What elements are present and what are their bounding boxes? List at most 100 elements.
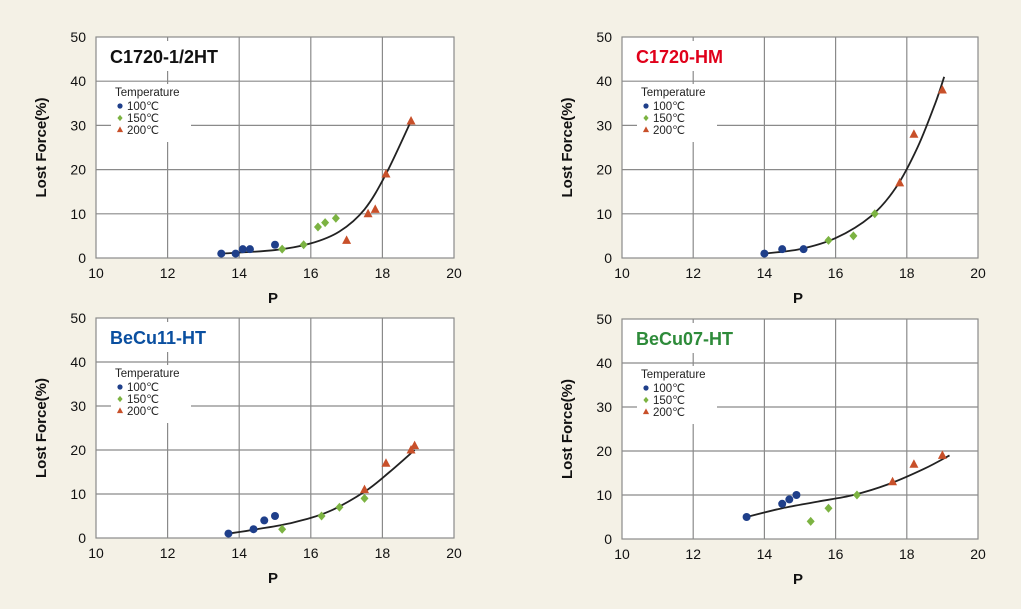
y-tick-label: 10 [70,206,86,222]
data-point-circle [799,245,808,254]
legend-marker-diamond [643,114,649,122]
y-tick-label: 30 [70,117,86,133]
data-point-triangle [381,458,391,467]
data-point-circle [217,249,226,258]
data-point-triangle [410,440,420,450]
legend-marker-circle [117,384,123,390]
y-tick-label: 20 [70,162,86,178]
x-tick-label: 18 [899,265,915,281]
data-point-circle [778,245,787,254]
x-tick-label: 18 [375,265,391,281]
y-tick-label: 50 [596,29,612,45]
data-point-triangle [406,445,416,454]
legend-marker-diamond [117,395,123,403]
legend-label: 150℃ [653,113,685,125]
x-tick-label: 14 [231,265,247,281]
data-point-diamond [317,511,326,521]
legend-background [637,366,717,424]
legend-title: Temperature [115,87,180,99]
legend-marker-diamond [117,114,123,122]
data-point-diamond [806,516,815,526]
data-point-triangle [937,450,947,459]
legend-marker-circle [117,103,123,109]
x-axis-label: P [793,290,803,307]
legend-background [111,84,191,142]
x-tick-label: 10 [614,265,630,281]
legend-label: 150℃ [127,113,159,125]
y-axis-label: Lost Force(%) [559,379,576,479]
legend-label: 200℃ [127,406,159,418]
data-point-circle [271,512,279,520]
x-tick-label: 12 [160,265,176,281]
data-point-circle [245,245,254,254]
y-tick-label: 0 [78,250,86,266]
data-point-diamond [313,222,322,232]
y-tick-label: 40 [70,73,86,89]
x-tick-label: 10 [88,265,104,281]
data-point-circle [792,491,801,499]
data-point-diamond [299,240,308,250]
x-tick-label: 20 [970,546,986,562]
y-tick-label: 50 [596,311,612,327]
y-tick-label: 30 [70,398,86,414]
x-tick-label: 18 [899,546,915,562]
y-tick-label: 50 [70,29,86,45]
data-point-diamond [870,209,879,219]
x-tick-label: 14 [757,265,773,281]
y-axis-label: Lost Force(%) [559,97,576,197]
legend-marker-circle [643,385,649,391]
legend-marker-triangle [642,408,650,415]
x-tick-label: 16 [828,546,844,562]
legend-label: 100℃ [127,382,159,394]
data-point-diamond [852,490,861,500]
legend-label: 100℃ [653,383,685,395]
data-point-triangle [888,476,898,486]
y-tick-label: 20 [596,162,612,178]
legend-label: 200℃ [653,407,685,419]
data-point-triangle [909,129,919,138]
legend-background [111,365,191,423]
x-tick-label: 12 [160,545,176,561]
y-axis-label: Lost Force(%) [33,97,50,197]
data-point-triangle [895,177,905,187]
title-background [630,41,760,71]
y-tick-label: 0 [604,531,612,547]
y-tick-label: 0 [604,250,612,266]
legend-marker-diamond [643,396,649,404]
chart-title: BeCu07-HT [636,329,733,349]
legend-background [637,84,717,142]
y-tick-label: 50 [70,310,86,326]
data-point-triangle [342,235,352,244]
y-tick-label: 20 [596,443,612,459]
legend-label: 100℃ [127,101,159,113]
y-tick-label: 0 [78,530,86,546]
data-point-circle [249,525,258,534]
data-point-triangle [406,115,416,125]
data-point-triangle [937,85,947,94]
legend-label: 150℃ [127,394,159,406]
y-tick-label: 20 [70,442,86,458]
x-tick-label: 16 [303,545,319,561]
y-tick-label: 10 [596,487,612,503]
data-point-circle [238,245,247,254]
x-tick-label: 20 [446,265,462,281]
legend-label: 100℃ [653,101,685,113]
data-point-triangle [370,204,380,213]
x-tick-label: 10 [614,546,630,562]
x-tick-label: 18 [375,545,391,561]
data-point-circle [778,499,787,508]
chart-title: BeCu11-HT [110,328,206,348]
data-point-triangle [360,484,369,494]
plot-area [621,318,979,540]
y-tick-label: 10 [70,486,86,502]
data-point-diamond [824,235,833,245]
legend-marker-triangle [116,407,124,414]
data-point-triangle [381,169,391,178]
data-point-circle [271,240,279,249]
data-point-diamond [278,244,287,254]
x-tick-label: 20 [446,545,462,561]
data-point-circle [785,495,794,504]
data-point-circle [224,529,233,538]
